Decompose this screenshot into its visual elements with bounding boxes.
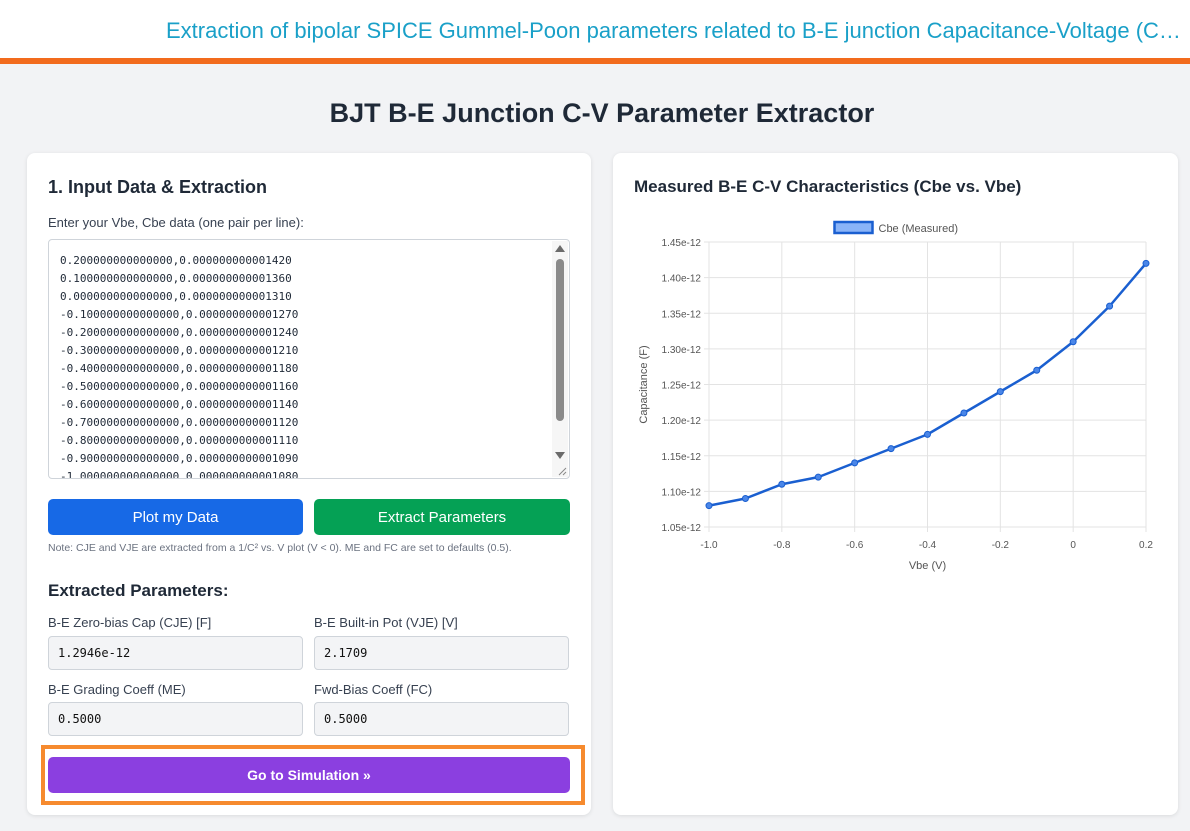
vje-field[interactable]: 2.1709 bbox=[314, 636, 569, 670]
cv-chart: -1.0 -0.8 -0.6 -0.4 -0.2 0 0.2 1.05e-12 1.10e-12… bbox=[638, 220, 1153, 572]
resize-grip-icon[interactable] bbox=[557, 466, 567, 476]
chart-card: Measured B-E C-V Characteristics (Cbe vs… bbox=[613, 153, 1178, 815]
data-point bbox=[1033, 366, 1041, 374]
data-point bbox=[1106, 302, 1114, 310]
y-tick-label: 1.15e-12 bbox=[662, 452, 702, 463]
page-title: BJT B-E Junction C-V Parameter Extractor bbox=[329, 98, 875, 128]
me-field[interactable]: 0.5000 bbox=[48, 702, 303, 736]
top-banner: Extraction of bipolar SPICE Gummel-Poon … bbox=[0, 0, 1190, 64]
data-textarea[interactable]: 0.200000000000000,0.000000000001420 0.10… bbox=[48, 239, 570, 479]
x-tick-label: 0.2 bbox=[1139, 540, 1153, 551]
data-text: 0.200000000000000,0.000000000001420 0.10… bbox=[60, 254, 299, 479]
y-tick-label: 1.10e-12 bbox=[662, 487, 702, 498]
data-point bbox=[851, 459, 859, 467]
me-label: B-E Grading Coeff (ME) bbox=[48, 682, 186, 697]
y-tick-label: 1.25e-12 bbox=[662, 381, 702, 392]
data-point bbox=[996, 388, 1004, 396]
input-card: 1. Input Data & Extraction Enter your Vb… bbox=[27, 153, 591, 815]
extraction-note: Note: CJE and VJE are extracted from a 1… bbox=[48, 542, 512, 554]
data-point bbox=[924, 430, 931, 438]
scroll-thumb[interactable] bbox=[556, 259, 564, 421]
x-tick-label: -1.0 bbox=[700, 540, 718, 551]
cje-field[interactable]: 1.2946e-12 bbox=[48, 636, 303, 670]
legend-label: Cbe (Measured) bbox=[879, 223, 958, 235]
y-tick-label: 1.35e-12 bbox=[662, 309, 702, 320]
simulation-highlight bbox=[41, 745, 585, 805]
params-title: Extracted Parameters: bbox=[48, 581, 229, 600]
data-input-label: Enter your Vbe, Cbe data (one pair per l… bbox=[48, 215, 304, 230]
scroll-down-arrow-icon[interactable] bbox=[555, 452, 565, 459]
fc-field[interactable]: 0.5000 bbox=[314, 702, 569, 736]
legend-swatch bbox=[833, 220, 874, 235]
vje-label: B-E Built-in Pot (VJE) [V] bbox=[314, 615, 458, 630]
y-tick-label: 1.05e-12 bbox=[662, 523, 702, 534]
y-tick-label: 1.40e-12 bbox=[662, 274, 702, 285]
go-to-simulation-button[interactable]: Go to Simulation » bbox=[48, 757, 570, 793]
textarea-scrollbar[interactable] bbox=[552, 241, 568, 477]
x-axis-label: Vbe (V) bbox=[909, 560, 946, 572]
scroll-up-arrow-icon[interactable] bbox=[555, 245, 565, 252]
data-point bbox=[1142, 259, 1150, 267]
y-tick-label: 1.30e-12 bbox=[662, 345, 702, 356]
x-tick-label: -0.8 bbox=[773, 540, 791, 551]
data-point bbox=[960, 409, 968, 417]
data-point bbox=[778, 480, 786, 488]
data-point bbox=[741, 495, 749, 502]
cje-label: B-E Zero-bias Cap (CJE) [F] bbox=[48, 615, 212, 630]
x-tick-label: 0 bbox=[1070, 540, 1076, 551]
extract-parameters-button[interactable]: Extract Parameters bbox=[314, 499, 570, 535]
x-tick-label: -0.4 bbox=[919, 540, 937, 551]
data-point bbox=[705, 502, 713, 510]
x-tick-label: -0.2 bbox=[992, 540, 1010, 551]
chart-title: Measured B-E C-V Characteristics (Cbe vs… bbox=[634, 177, 1022, 196]
x-tick-label: -0.6 bbox=[846, 540, 864, 551]
data-point bbox=[814, 473, 822, 481]
data-point bbox=[887, 445, 895, 453]
y-axis-label: Capacitance (F) bbox=[638, 345, 650, 423]
y-tick-label: 1.20e-12 bbox=[662, 416, 702, 427]
data-point bbox=[1069, 338, 1077, 346]
y-tick-label: 1.45e-12 bbox=[662, 238, 702, 249]
fc-label: Fwd-Bias Coeff (FC) bbox=[314, 682, 433, 697]
input-section-title: 1. Input Data & Extraction bbox=[48, 177, 268, 197]
banner-title: Extraction of bipolar SPICE Gummel-Poon … bbox=[166, 18, 1186, 43]
plot-data-button[interactable]: Plot my Data bbox=[48, 499, 303, 535]
